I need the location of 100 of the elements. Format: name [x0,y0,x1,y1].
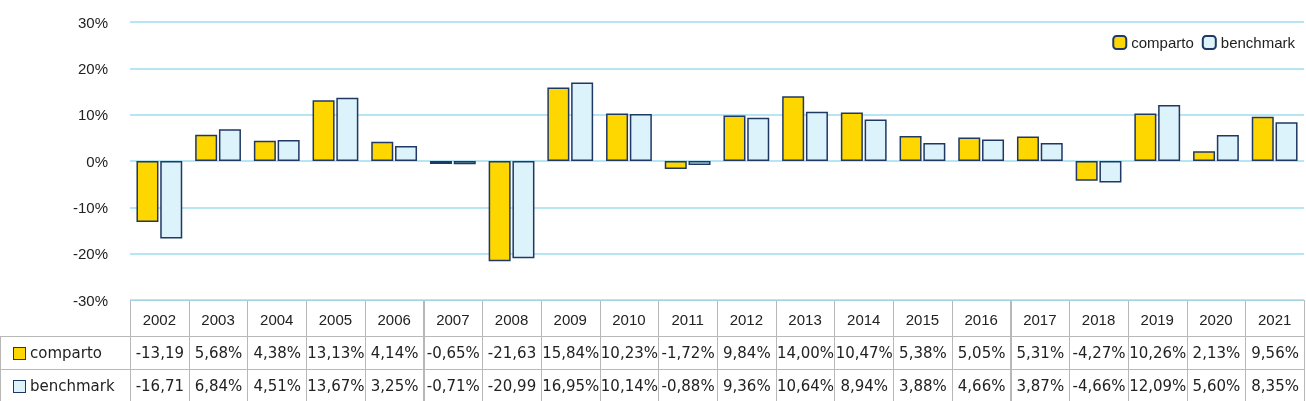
data-label: 8,94% [840,377,889,395]
data-label: 4,66% [957,377,1006,395]
data-label: 5,31% [1016,344,1065,362]
y-tick-label: 0% [86,152,108,170]
x-tick-label: 2006 [377,311,411,328]
bar [1216,135,1239,161]
text: comparto [30,344,102,362]
data-label: -4,66% [1072,377,1126,395]
data-label: 13,13% [307,344,365,362]
bar [277,140,300,161]
bar [1016,136,1039,161]
bar [1251,116,1274,161]
bar [723,115,746,161]
data-label: 4,51% [253,377,302,395]
bar [136,161,159,223]
bar [664,161,687,169]
bar [840,112,863,161]
data-label: 5,60% [1192,377,1241,395]
legend-label: comparto [1131,34,1194,51]
bar [1275,122,1298,161]
bar [1193,151,1216,161]
data-label: 9,56% [1251,344,1299,362]
x-tick-label: 2019 [1140,311,1174,328]
bar [1040,143,1063,161]
bar [547,87,570,161]
bar [982,139,1005,161]
bar [395,145,418,161]
bar [782,96,805,161]
x-tick-label: 2012 [729,311,764,328]
data-label: 10,14% [600,377,659,395]
data-label: -20,99 [487,377,537,395]
data-label: 13,67% [307,377,365,395]
y-tick-label: 30% [77,13,108,31]
bar [571,82,594,161]
data-label: 3,88% [899,377,947,395]
data-label: 10,64% [776,377,835,395]
data-label: 10,47% [835,344,893,362]
x-tick-label: 2007 [436,311,470,328]
bar [629,114,652,161]
y-tick-label: -30% [72,291,108,309]
data-label: 3,87% [1016,377,1065,395]
x-tick-label: 2014 [847,311,881,328]
x-tick-label: 2003 [201,311,235,328]
bar [195,134,218,161]
data-label: 4,14% [370,344,419,362]
data-label: 3,25% [370,377,419,395]
y-tick-label: -10% [72,198,108,216]
x-tick-label: 2016 [964,311,998,328]
bar [805,111,828,161]
x-tick-label: 2009 [553,311,587,328]
bar [606,113,629,161]
bar [160,161,183,239]
bar [218,129,241,161]
x-tick-label: 2002 [142,311,177,328]
x-tick-label: 2017 [1023,311,1057,328]
x-tick-label: 2020 [1199,311,1233,328]
x-tick-label: 2008 [494,311,529,328]
y-tick-label: 10% [77,106,108,124]
data-label: 5,05% [957,344,1006,362]
data-label: -0,88% [661,377,715,395]
data-label: 9,84% [723,344,771,362]
x-tick-label: 2004 [260,311,294,328]
data-label: -0,71% [426,377,480,395]
bar [688,161,711,166]
data-label: -1,72% [661,344,715,362]
bar [747,117,770,161]
data-label: -16,71 [135,377,185,395]
x-tick-label: 2018 [1081,311,1116,328]
y-tick-label: 20% [77,59,108,77]
y-tick-label: -20% [72,245,108,263]
data-label: 5,38% [899,344,947,362]
bar [253,140,276,161]
x-tick-label: 2011 [671,311,704,328]
x-tick-label: 2010 [612,311,646,328]
data-label: 8,35% [1251,377,1299,395]
x-tick-label: 2021 [1257,311,1292,328]
x-tick-label: 2013 [788,311,822,328]
bar [1134,113,1157,161]
x-tick-label: 2005 [318,311,353,328]
data-label: 10,23% [600,344,659,362]
bar [1158,104,1181,161]
data-label: -13,19 [135,344,185,362]
data-label: -4,27% [1072,344,1126,362]
data-label: 16,95% [542,377,600,395]
data-label: 10,26% [1129,344,1187,362]
data-label: -21,63 [487,344,537,362]
data-label: 15,84% [542,344,600,362]
data-label: 4,38% [253,344,302,362]
data-label: -0,65% [426,344,480,362]
data-label: 2,13% [1192,344,1241,362]
legend-label: benchmark [1220,34,1296,51]
bar [958,137,981,161]
data-label: 14,00% [776,344,835,362]
text: benchmark [30,377,115,395]
bar [371,141,394,161]
data-label: 9,36% [723,377,771,395]
data-label: 12,09% [1129,377,1187,395]
x-tick-label: 2015 [905,311,940,328]
data-label: 6,84% [194,377,243,395]
bar [864,119,887,161]
